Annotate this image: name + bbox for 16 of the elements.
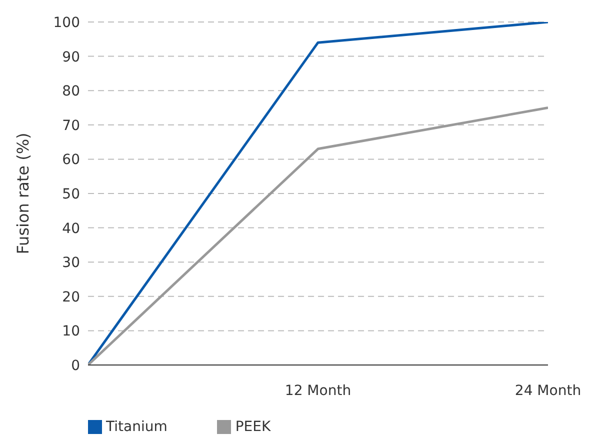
x-tick-label: 12 Month bbox=[284, 382, 352, 399]
y-tick-label: 40 bbox=[62, 220, 80, 237]
y-tick-label: 50 bbox=[62, 186, 80, 202]
x-tick-label: 24 Month bbox=[514, 382, 582, 399]
legend-label: Titanium bbox=[106, 419, 168, 435]
y-tick-label: 100 bbox=[53, 14, 80, 31]
y-tick-label: 10 bbox=[62, 324, 80, 340]
y-tick-label: 0 bbox=[71, 358, 80, 374]
y-tick-label: 30 bbox=[62, 255, 80, 272]
legend-label: PEEK bbox=[235, 419, 271, 435]
y-tick-label: 80 bbox=[62, 84, 80, 100]
y-tick-label: 20 bbox=[62, 289, 80, 306]
y-tick-label: 60 bbox=[62, 152, 80, 168]
y-tick-label: 90 bbox=[62, 49, 80, 66]
y-axis-title: Fusion rate (%) bbox=[14, 132, 33, 254]
y-tick-label: 70 bbox=[62, 118, 80, 134]
